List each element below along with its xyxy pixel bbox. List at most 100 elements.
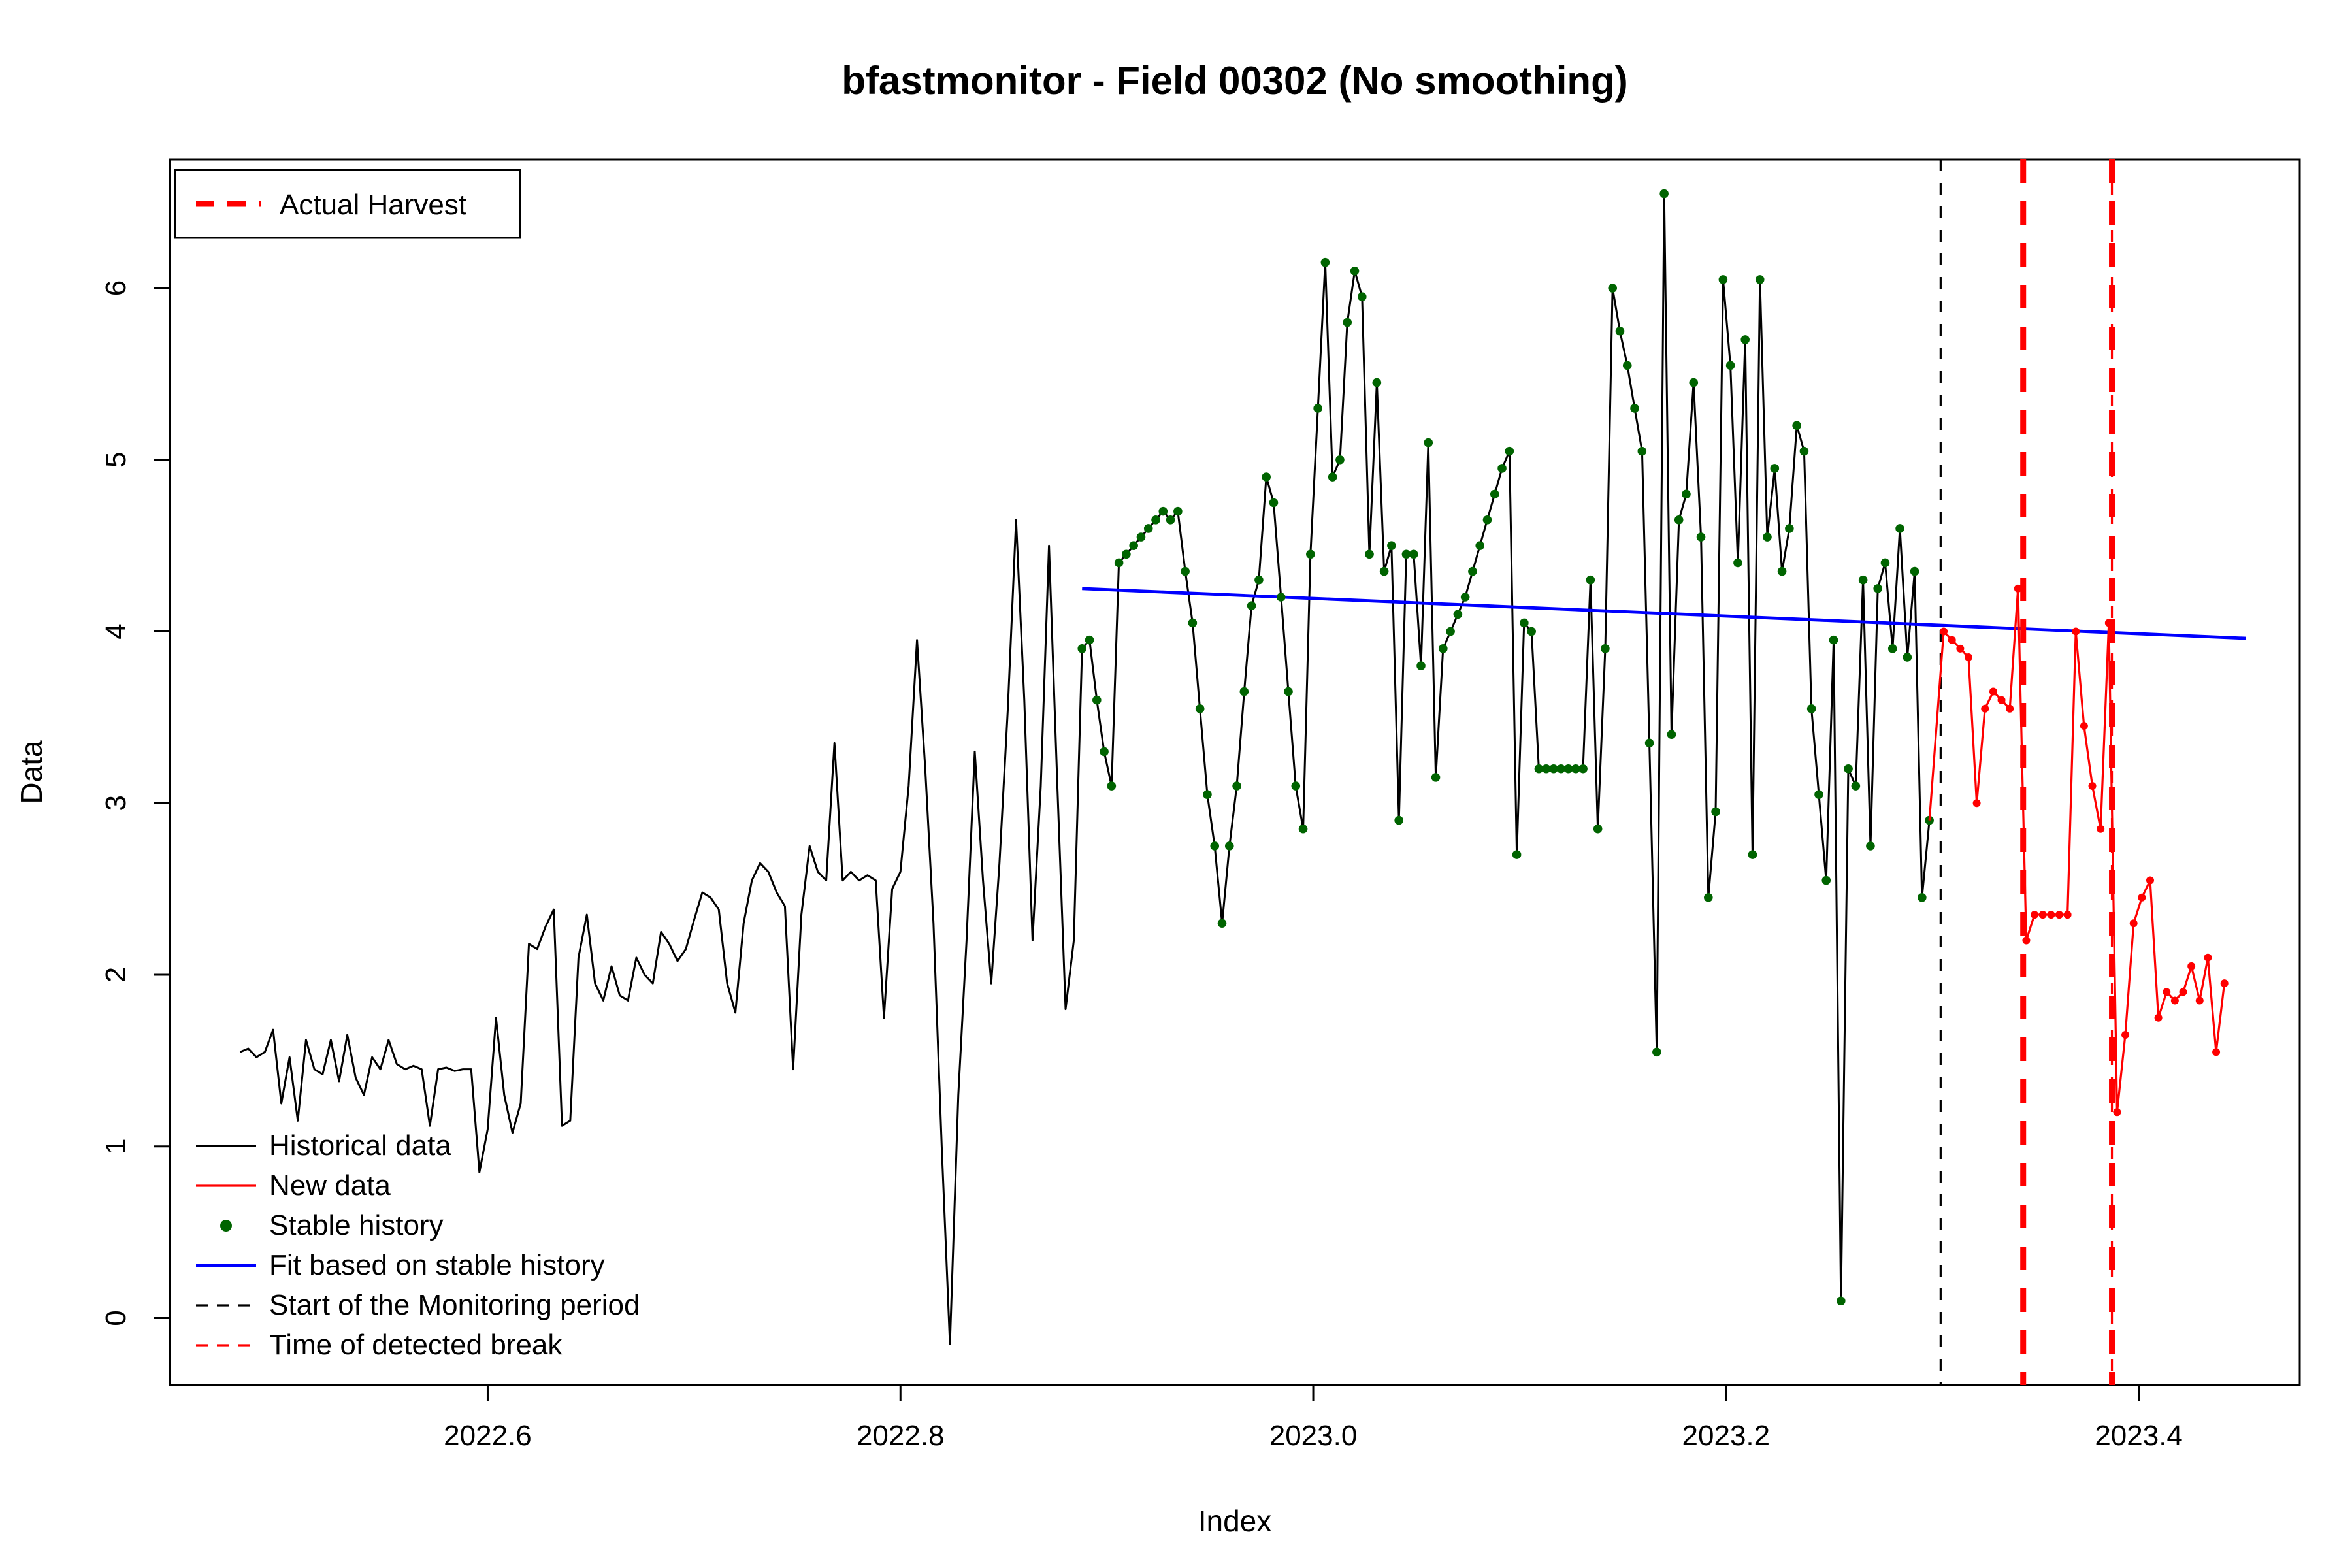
new-data-point [2014, 584, 2022, 593]
stable-history-point [1903, 653, 1912, 662]
new-data-point [2047, 911, 2055, 919]
x-tick-label: 2023.0 [1269, 1420, 1358, 1452]
plot-layer [239, 159, 2246, 1385]
y-axis-label: Data [14, 740, 48, 804]
new-data-point [2187, 962, 2196, 970]
stable-history-point [1748, 850, 1757, 859]
stable-history-point [1158, 506, 1168, 516]
stable-history-point [1637, 446, 1647, 456]
stable-history-point [1460, 593, 1470, 602]
stable-history-point [1527, 627, 1536, 636]
stable-history-point [1387, 541, 1396, 550]
legend-label-start-of-the-monitoring-period: Start of the Monitoring period [269, 1289, 640, 1321]
stable-history-point [1910, 566, 1919, 576]
stable-history-point [1851, 781, 1861, 791]
stable-history-point [1181, 566, 1190, 576]
stable-history-point [1424, 438, 1433, 448]
stable-history-point [1792, 421, 1801, 431]
new-data-point [2146, 876, 2154, 885]
legend-label-time-of-detected-break: Time of detected break [269, 1329, 563, 1361]
stable-history-point [1608, 284, 1618, 293]
stable-history-point [1475, 541, 1485, 550]
stable-history-point [1821, 875, 1831, 885]
stable-history-point [1512, 850, 1522, 859]
stable-history-point [1482, 515, 1492, 525]
stable-history-point [1505, 446, 1514, 456]
new-data-point [2212, 1048, 2221, 1056]
new-data-line [1928, 587, 2226, 1113]
new-data-point [1981, 704, 1989, 713]
stable-history-point [1763, 532, 1772, 542]
stable-history-point [1114, 558, 1124, 568]
stable-history-point [1718, 275, 1728, 284]
new-data-point [2170, 996, 2179, 1005]
new-data-point [2031, 911, 2039, 919]
x-tick-label: 2023.2 [1682, 1420, 1771, 1452]
stable-history-point [1667, 730, 1676, 739]
stable-history-point [1571, 764, 1580, 774]
legend-bottom-left: Historical data New data Stable history Fit… [196, 1130, 640, 1361]
stable-history-point [1446, 627, 1455, 636]
stable-history-point [1689, 378, 1699, 387]
stable-history-point [1682, 489, 1691, 499]
stable-history-point [1534, 764, 1544, 774]
stable-history-point [1173, 506, 1183, 516]
stable-history-point [1203, 790, 1212, 799]
stable-history-point [1409, 549, 1418, 559]
new-data-point [2055, 911, 2063, 919]
stable-history-point [1107, 781, 1117, 791]
stable-history-point [1401, 549, 1411, 559]
stable-history-point [1880, 558, 1890, 568]
y-tick-label: 3 [100, 795, 132, 811]
stable-history-point [1284, 687, 1293, 696]
stable-history-point [1918, 893, 1927, 902]
stable-history-point [1844, 764, 1853, 774]
legend-label-fit-based-on-stable-history: Fit based on stable history [269, 1249, 605, 1281]
new-data-point [2204, 953, 2212, 962]
fit-line [1082, 587, 2246, 640]
stable-history-point [1143, 524, 1153, 533]
stable-history-point [1453, 610, 1463, 619]
stable-history-point [1306, 549, 1315, 559]
stable-history-point [1799, 446, 1809, 456]
stable-history-point [1541, 764, 1551, 774]
new-data-point [2179, 988, 2187, 996]
stable-history-point [1674, 515, 1684, 525]
new-data-point [2072, 627, 2080, 636]
stable-history-point [1100, 747, 1109, 757]
stable-history-point [1593, 824, 1603, 834]
new-data-point [2121, 1031, 2130, 1039]
stable-history-point [1129, 541, 1138, 550]
legend-sample-stable-history [220, 1220, 232, 1232]
legend-label-new-data: New data [269, 1169, 391, 1201]
new-data-point [2080, 722, 2088, 730]
stable-history-point [1615, 326, 1625, 336]
x-tick-label: 2023.4 [2095, 1420, 2183, 1452]
stable-history-point [1895, 524, 1904, 533]
stable-history-point [1630, 404, 1639, 413]
new-data-point [1940, 627, 1948, 636]
new-data-point [2154, 1013, 2163, 1022]
y-tick-label: 6 [100, 280, 132, 296]
new-data-point [2195, 996, 2204, 1005]
stable-history-point [1262, 472, 1271, 482]
stable-history-point [1549, 764, 1558, 774]
stable-history-point [1431, 773, 1441, 782]
stable-history-point [1077, 644, 1087, 653]
stable-history-point [1644, 738, 1654, 748]
stable-history-point [1704, 893, 1713, 902]
stable-history-point [1136, 532, 1146, 542]
stable-history-point [1740, 335, 1750, 344]
stable-history-point [1394, 815, 1403, 825]
stable-history-point [1239, 687, 1249, 696]
stable-history-point [1313, 404, 1322, 413]
new-data-point [2220, 979, 2229, 988]
new-data-point [2097, 825, 2105, 833]
stable-history-point [1586, 575, 1595, 585]
stable-history-point [1343, 318, 1352, 327]
new-data-point [1948, 636, 1956, 644]
new-data-point [2129, 919, 2138, 928]
axes-layer: 2022.6 2022.8 2023.0 2023.2 2023.4 0 1 2 3 4 5 6 [100, 158, 2301, 1452]
stable-history-point [1092, 695, 1102, 705]
